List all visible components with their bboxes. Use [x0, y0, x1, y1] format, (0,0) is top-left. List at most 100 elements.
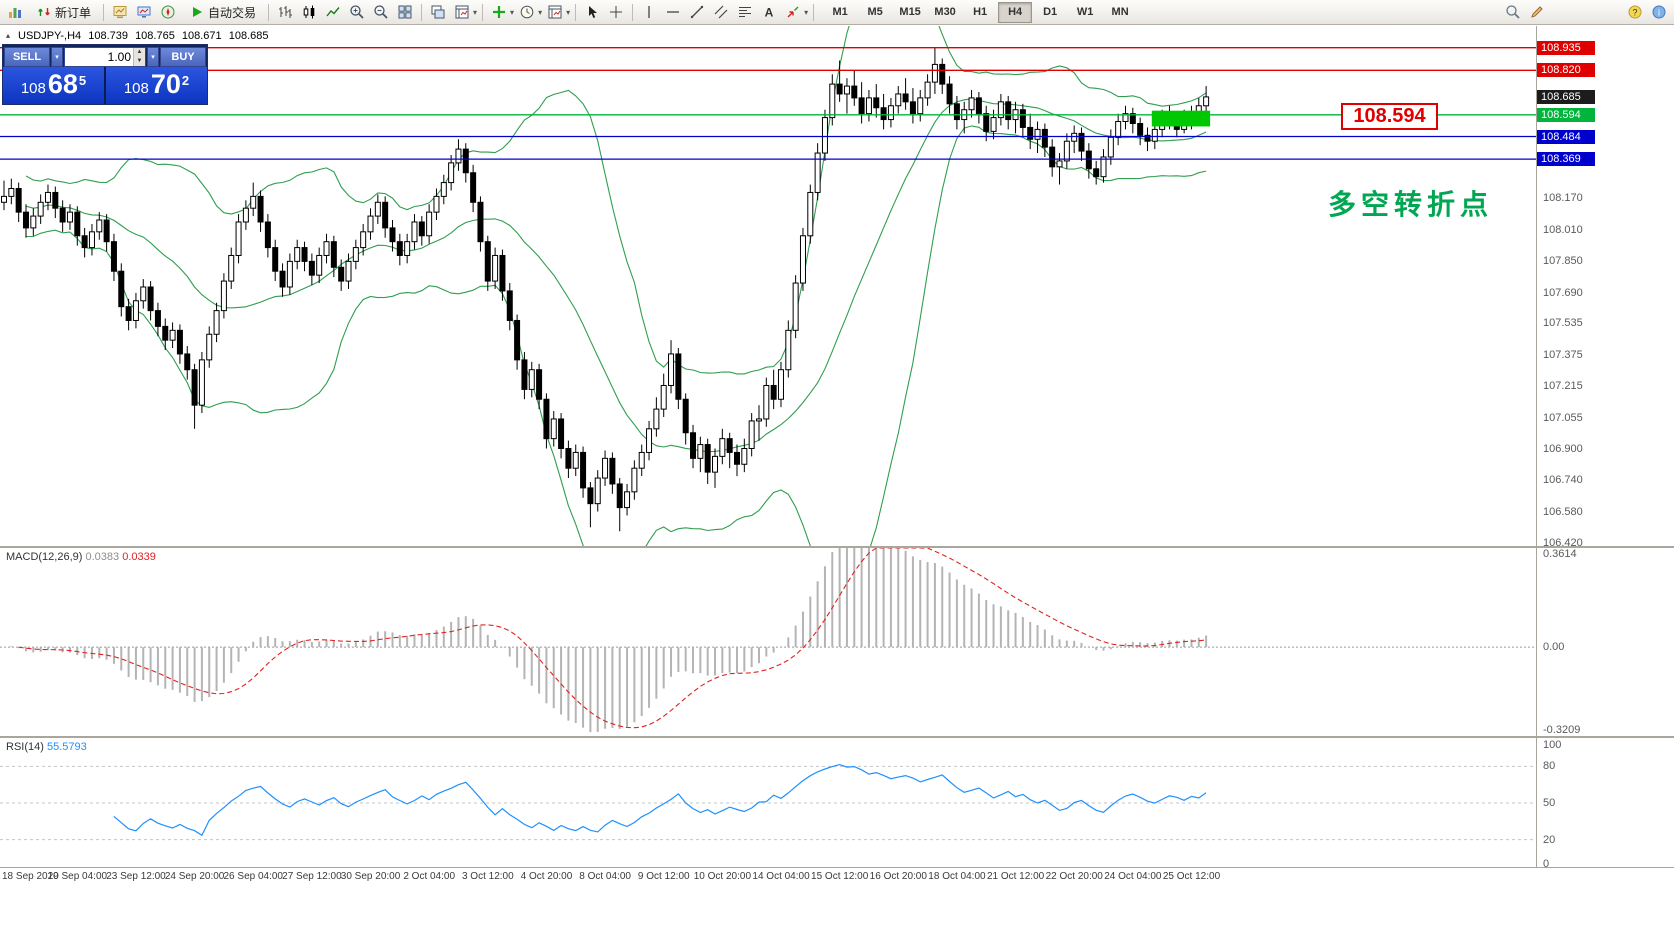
price-scale: 108.170 108.010 107.850 107.690 107.535 107.3…: [1537, 0, 1674, 946]
channel-tool-icon[interactable]: [710, 2, 732, 23]
new-chart-dropdown-arrow[interactable]: ▾: [473, 7, 478, 17]
main-price-chart[interactable]: [0, 26, 1674, 546]
one-click-panel-toggle-icon[interactable]: ▴: [6, 31, 11, 40]
timeframe-button-MN[interactable]: MN: [1111, 6, 1129, 18]
time-axis-label: 30 Sep 20:00: [340, 871, 401, 882]
time-axis-label: 21 Oct 12:00: [986, 871, 1045, 882]
price-scale-label: 50: [1543, 797, 1556, 809]
info-icon[interactable]: i: [1648, 2, 1670, 23]
add-indicator-dropdown-arrow[interactable]: ▾: [510, 7, 515, 17]
autotrading-button[interactable]: 自动交易: [181, 2, 263, 23]
crosshair-tool-icon[interactable]: [605, 2, 627, 23]
price-tag: 108.594: [1537, 107, 1595, 122]
price-scale-label: 100: [1543, 739, 1562, 751]
navigator-icon[interactable]: [157, 2, 179, 23]
timeframe-button-M5[interactable]: M5: [867, 6, 883, 18]
time-axis-separator: [0, 867, 1674, 868]
rsi-name: RSI(14): [6, 741, 44, 753]
pencil-icon[interactable]: [1526, 2, 1548, 23]
horizontal-line-tool-icon[interactable]: [662, 2, 684, 23]
periods-dropdown-arrow[interactable]: ▾: [538, 7, 543, 17]
timeframe-button-H4[interactable]: H4: [998, 1, 1033, 23]
time-axis-label: 20 Sep 04:00: [47, 871, 108, 882]
timeframe-button-W1[interactable]: W1: [1076, 6, 1094, 18]
svg-text:?: ?: [1632, 8, 1637, 18]
templates-icon[interactable]: [544, 2, 566, 23]
price-scale-label: 107.535: [1543, 317, 1583, 330]
arrows-dropdown-arrow[interactable]: ▾: [804, 7, 809, 17]
panel-splitter-rsi[interactable]: [0, 736, 1674, 738]
templates-dropdown-arrow[interactable]: ▾: [566, 7, 571, 17]
chart-header: USDJPY-,H4 108.739 108.765 108.671 108.6…: [18, 30, 272, 42]
timeframe-group: M1 M5 M15 M30 H1 H4 D1 W1 MN: [823, 1, 1137, 23]
timeframe-button-M1[interactable]: M1: [832, 6, 848, 18]
svg-text:i: i: [1658, 8, 1660, 18]
volume-input[interactable]: [65, 48, 133, 65]
market-watch-icon[interactable]: [133, 2, 155, 23]
price-scale-label: 0.3614: [1543, 548, 1577, 561]
charts-icon[interactable]: [109, 2, 131, 23]
buy-price-button[interactable]: 108 70 2: [106, 67, 207, 104]
cursor-tool-icon[interactable]: [581, 2, 603, 23]
chart-low: 108.671: [181, 30, 222, 42]
timeframe-button-D1[interactable]: D1: [1043, 6, 1058, 18]
time-axis-label: 15 Oct 12:00: [811, 871, 869, 882]
buy-options-arrow[interactable]: ▾: [147, 46, 159, 67]
buy-button[interactable]: BUY: [160, 46, 206, 67]
price-scale-label: 107.850: [1543, 255, 1583, 268]
search-icon[interactable]: [1502, 2, 1524, 23]
time-axis-label: 22 Oct 20:00: [1045, 871, 1103, 882]
new-order-button[interactable]: 新订单: [28, 2, 98, 23]
text-tool-icon[interactable]: A: [758, 2, 780, 23]
periods-clock-icon[interactable]: [516, 2, 538, 23]
macd-main-value: 0.0383: [85, 551, 120, 563]
time-axis: 18 Sep 2019 20 Sep 04:00 23 Sep 12:00 24 Se…: [0, 869, 1537, 885]
candlestick-mode-icon[interactable]: [298, 2, 320, 23]
timeframe-button-H1[interactable]: H1: [973, 6, 988, 18]
arrows-tool-icon[interactable]: [782, 2, 804, 23]
price-scale-label: -0.3209: [1543, 723, 1581, 736]
fibonacci-tool-icon[interactable]: [734, 2, 756, 23]
app-icon: [4, 2, 26, 23]
price-scale-label: 107.690: [1543, 286, 1583, 299]
price-scale-label: 106.740: [1543, 474, 1583, 486]
line-chart-mode-icon[interactable]: [322, 2, 344, 23]
autotrading-play-icon: [188, 2, 205, 23]
volume-up-button[interactable]: ▲: [133, 47, 145, 57]
sell-price-button[interactable]: 108 68 5: [3, 67, 106, 104]
price-axis-splitter[interactable]: [1536, 26, 1537, 868]
timeframe-button-M15[interactable]: M15: [899, 6, 921, 18]
time-axis-label: 24 Oct 04:00: [1104, 871, 1162, 882]
sell-button[interactable]: SELL: [4, 46, 50, 67]
macd-panel[interactable]: [0, 548, 1674, 736]
rsi-panel[interactable]: [0, 738, 1674, 868]
vertical-line-tool-icon[interactable]: [638, 2, 660, 23]
time-axis-label: 8 Oct 04:00: [579, 871, 631, 882]
help-icon[interactable]: ?: [1624, 2, 1646, 23]
toolbar-separator: [268, 3, 270, 21]
timeframe-button-M30[interactable]: M30: [934, 6, 956, 18]
time-axis-label: 4 Oct 20:00: [520, 871, 573, 882]
trendline-tool-icon[interactable]: [686, 2, 708, 23]
turning-point-note[interactable]: 多空转折点: [1328, 189, 1494, 220]
cascade-windows-icon[interactable]: [427, 2, 449, 23]
panel-splitter-macd[interactable]: [0, 546, 1674, 548]
one-click-trading-panel: SELL ▾ ▲ ▼ ▾ BUY 108 68 5 108 70 2: [2, 44, 208, 105]
new-chart-icon[interactable]: [451, 2, 473, 23]
zoom-in-icon[interactable]: [346, 2, 368, 23]
bar-chart-mode-icon[interactable]: [274, 2, 296, 23]
tile-windows-icon[interactable]: [394, 2, 416, 23]
chart-high: 108.765: [135, 30, 175, 42]
sell-options-arrow[interactable]: ▾: [51, 46, 63, 67]
price-scale-label: 108.170: [1543, 192, 1583, 205]
price-callout-label[interactable]: 108.594: [1341, 103, 1438, 130]
price-scale-label: 80: [1543, 760, 1556, 773]
zoom-out-icon[interactable]: [370, 2, 392, 23]
chart-symbol-period: USDJPY-,H4: [18, 30, 82, 42]
chart-open: 108.739: [88, 30, 128, 42]
price-tag: 108.820: [1537, 63, 1595, 78]
volume-down-button[interactable]: ▼: [133, 56, 145, 66]
buy-price-point: 2: [181, 73, 190, 88]
time-axis-label: 26 Sep 04:00: [223, 871, 284, 882]
add-indicator-icon[interactable]: [488, 2, 510, 23]
